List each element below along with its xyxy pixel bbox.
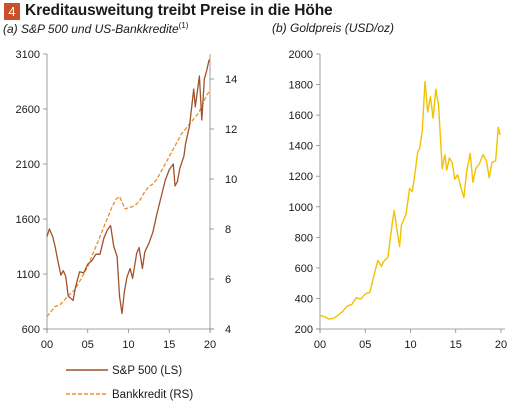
chart-b-left-tick-label: 1200 [289, 171, 313, 183]
chart-a-series-sp500-line [46, 59, 210, 315]
legend-bankkredit-label: Bankkredit (RS) [112, 389, 193, 401]
chart-b-x-tick-label: 15 [450, 339, 462, 351]
chart-a-x-tick-label: 10 [122, 339, 134, 351]
chart-a-left-tick-label: 1100 [16, 269, 40, 281]
legend-sp500-label: S&P 500 (LS) [112, 365, 182, 377]
chart-a-left-tick-label: 2600 [16, 104, 40, 116]
chart-a-left-tick-label: 1600 [16, 214, 40, 226]
chart-a-x-tick-label: 05 [82, 339, 94, 351]
chart-a-right-tick-label: 8 [225, 224, 231, 236]
chart-a-x-tick-label: 00 [41, 339, 53, 351]
chart-b-left-tick-label: 1800 [289, 80, 313, 92]
chart-a-right-tick-label: 4 [225, 324, 231, 336]
figure-number-badge: 4 [4, 2, 20, 20]
chart-a-left-tick-label: 600 [22, 324, 40, 336]
chart-a-right-tick-label: 14 [225, 74, 237, 86]
chart-a-x-tick-label: 15 [163, 339, 175, 351]
chart-b-left-tick-label: 800 [295, 232, 313, 244]
chart-a-series-bankkredit-line [46, 91, 210, 317]
chart-b-subtitle: (b) Goldpreis (USD/oz) [272, 21, 395, 35]
chart-b-x-tick-label: 00 [314, 339, 326, 351]
chart-a-left-tick-label: 2100 [16, 159, 40, 171]
chart-a-left-tick-label: 3100 [16, 49, 40, 61]
chart-b-left-tick-label: 200 [295, 324, 313, 336]
chart-b-x-tick-label: 05 [359, 339, 371, 351]
chart-b-x-tick-label: 20 [495, 339, 507, 351]
chart-b-left-tick-label: 400 [295, 293, 313, 305]
figure-title: Kreditausweitung treibt Preise in die Hö… [25, 2, 333, 19]
chart-a-subtitle: (a) S&P 500 und US-Bankkredite(1) [3, 21, 189, 36]
chart-a-right-tick-label: 12 [225, 124, 237, 136]
chart-b-series-gold-line [319, 80, 501, 320]
chart-b-left-tick-label: 1000 [289, 202, 313, 214]
chart-b-left-tick-label: 1600 [289, 110, 313, 122]
figure-header: 4 Kreditausweitung treibt Preise in die … [4, 2, 333, 20]
chart-b-left-tick-label: 2000 [289, 49, 313, 61]
chart-a-footnote-marker: (1) [178, 21, 189, 30]
chart-a-right-tick-label: 6 [225, 274, 231, 286]
chart-a-x-tick-label: 20 [204, 339, 216, 351]
chart-b-left-tick-label: 1400 [289, 141, 313, 153]
chart-b-left-tick-label: 600 [295, 263, 313, 275]
chart-b-x-tick-label: 10 [404, 339, 416, 351]
chart-a-right-tick-label: 10 [225, 174, 237, 186]
